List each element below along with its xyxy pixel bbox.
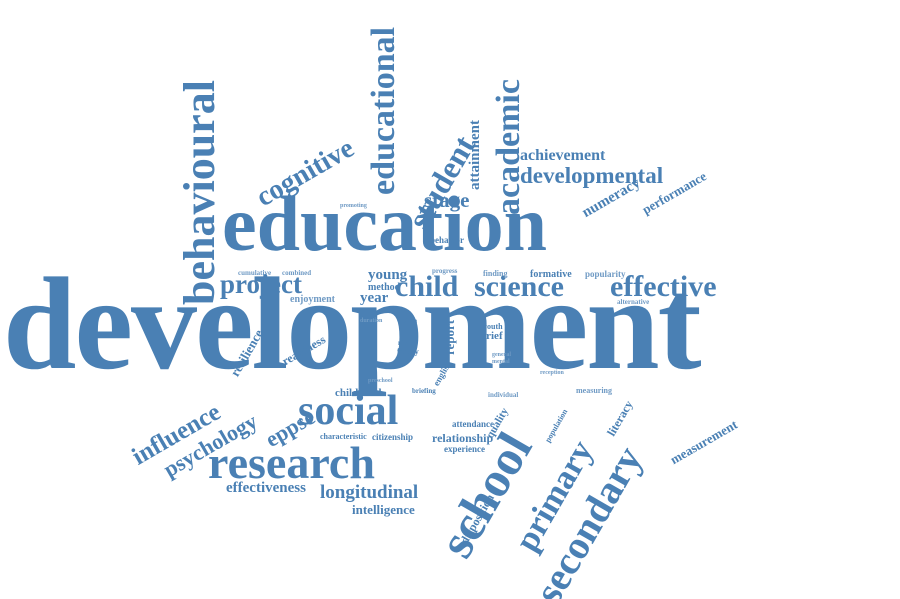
word-developmental: developmental: [520, 163, 664, 188]
word-literacy: literacy: [604, 398, 636, 439]
word-measuring: measuring: [576, 386, 612, 395]
word-project: project: [220, 269, 302, 299]
word-general: general: [492, 352, 511, 358]
word-youth: youth: [483, 322, 503, 331]
word-measurement: measurement: [667, 416, 740, 468]
word-reception: reception: [540, 370, 564, 376]
word-educational: educational: [365, 26, 402, 195]
word-briefing: briefing: [412, 387, 436, 395]
word-preschool: preschool: [368, 378, 393, 384]
word-child: child: [395, 270, 459, 303]
word-behavioural: behavioural: [175, 80, 224, 305]
word-science: science: [474, 270, 564, 303]
word-formative: formative: [530, 269, 572, 280]
word-niche: niche: [398, 339, 414, 347]
word-effectiveness: effectiveness: [226, 480, 306, 496]
word-mental: mental: [492, 359, 510, 365]
word-longitudinal: longitudinal: [320, 482, 419, 503]
word-finding: finding: [483, 269, 508, 278]
word-achievement: achievement: [520, 147, 606, 164]
word-enjoyment: enjoyment: [290, 294, 335, 305]
word-progress: progress: [432, 267, 458, 275]
word-year: year: [360, 290, 389, 306]
word-behavior: behavior: [430, 235, 465, 245]
word-citizenship: citizenship: [372, 432, 414, 442]
word-report: report: [442, 319, 457, 355]
word-attainment: attainment: [467, 120, 483, 190]
word-individual: individual: [488, 391, 519, 399]
word-stage: stage: [424, 188, 470, 212]
word-development: development: [3, 250, 702, 397]
word-experience: experience: [444, 444, 485, 454]
word-attendance: attendance: [452, 419, 494, 429]
word-birth: birth: [402, 317, 418, 325]
word-relationship: relationship: [432, 431, 494, 445]
word-cumulative: cumulative: [238, 269, 272, 277]
word-family: family: [397, 347, 419, 356]
word-social: social: [298, 388, 399, 434]
word-combined: combined: [282, 269, 312, 277]
word-young: young: [368, 267, 408, 283]
word-popularity: popularity: [585, 269, 626, 279]
word-method: method: [368, 282, 401, 293]
word-duration: duration: [360, 318, 383, 324]
word-research: research: [208, 437, 375, 488]
word-brief: brief: [480, 330, 503, 342]
word-alternative: alternative: [617, 298, 650, 306]
word-childhood: childhood: [335, 387, 382, 399]
word-intelligence: intelligence: [352, 502, 415, 517]
word-characteristic: characteristic: [320, 432, 367, 441]
word-education: education: [222, 180, 548, 267]
word-effective: effective: [610, 270, 717, 303]
word-promoting: promoting: [340, 203, 367, 209]
